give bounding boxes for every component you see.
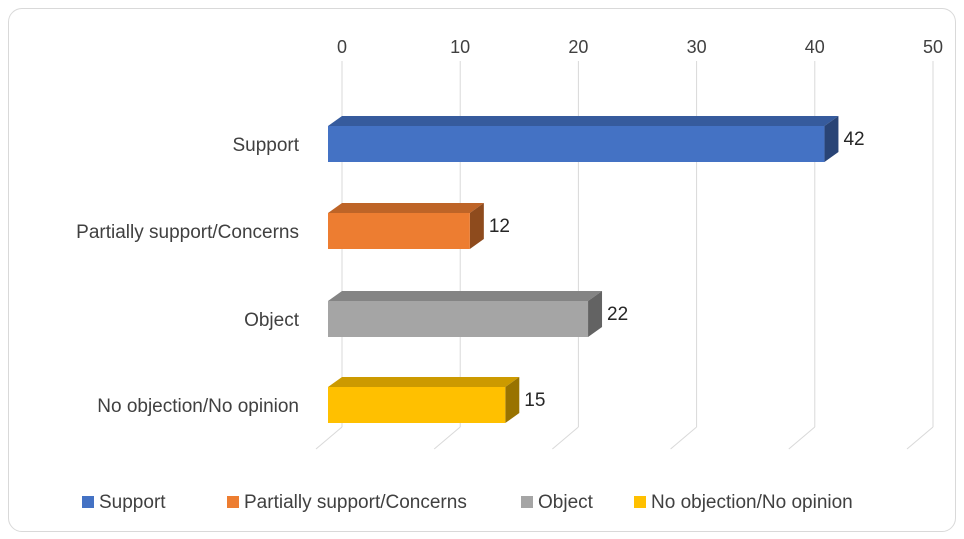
bar-top-face (328, 116, 839, 126)
bar-chart: 0 10 20 30 40 50 Support 42 Partially support/Co… (76, 37, 943, 513)
category-label: Support (232, 135, 299, 156)
floor-line (433, 426, 461, 450)
legend-label: Support (99, 492, 166, 513)
chart-frame: 0 10 20 30 40 50 Support 42 Partially support/Co… (8, 8, 956, 532)
data-label: 42 (843, 129, 864, 150)
category-label: No objection/No opinion (97, 396, 299, 417)
bar-top-face (328, 203, 484, 213)
floor-line (670, 426, 697, 450)
bar-top-face (328, 291, 603, 301)
legend-swatch (521, 496, 533, 508)
legend-label: Object (538, 492, 594, 513)
bar-side-face (824, 116, 839, 162)
bar (328, 301, 589, 337)
x-tick-label: 0 (337, 37, 347, 57)
bar (328, 387, 506, 423)
x-tick-label: 10 (450, 37, 470, 57)
x-tick-label: 30 (687, 37, 707, 57)
floor-line (315, 426, 343, 450)
legend-label: Partially support/Concerns (244, 492, 467, 513)
bar-side-face (469, 203, 484, 249)
data-label: 12 (489, 216, 510, 237)
x-tick-label: 20 (568, 37, 588, 57)
data-label: 15 (524, 390, 545, 411)
legend-swatch (82, 496, 94, 508)
bar-side-face (505, 377, 520, 423)
bar-top-face (328, 377, 520, 387)
category-label: Object (244, 310, 300, 331)
category-label: Partially support/Concerns (76, 222, 299, 243)
floor-line (906, 426, 934, 450)
floor-line (788, 426, 816, 450)
x-tick-label: 40 (805, 37, 825, 57)
legend-swatch (227, 496, 239, 508)
bar (328, 213, 470, 249)
bar (328, 126, 825, 162)
bar-side-face (588, 291, 603, 337)
floor-line (552, 426, 579, 450)
x-tick-label: 50 (923, 37, 943, 57)
data-label: 22 (607, 304, 628, 325)
legend-swatch (634, 496, 646, 508)
legend-label: No objection/No opinion (651, 492, 853, 513)
